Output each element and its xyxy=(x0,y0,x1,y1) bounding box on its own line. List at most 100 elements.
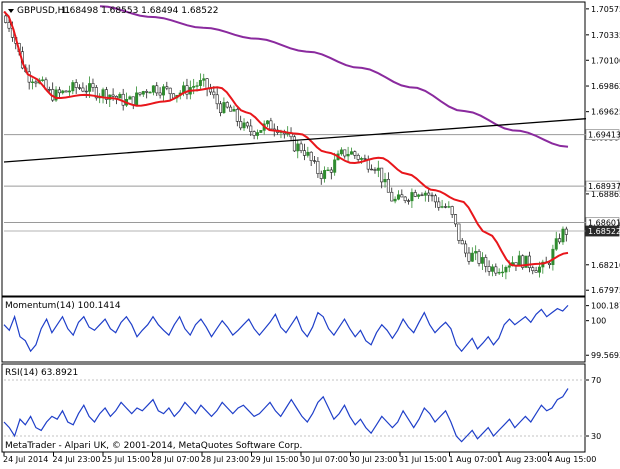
candle-body xyxy=(400,194,404,198)
candle-body xyxy=(386,178,390,193)
candle-body xyxy=(302,150,306,156)
candle-body xyxy=(393,198,397,202)
rsi-levels xyxy=(4,379,586,437)
candle-body xyxy=(517,255,521,266)
candle-body xyxy=(309,151,313,161)
current-price-box xyxy=(585,225,620,237)
candle-body xyxy=(396,194,400,200)
candle-body xyxy=(239,121,243,129)
candle-body xyxy=(430,194,434,197)
candle-body xyxy=(222,102,226,114)
candle-body xyxy=(467,252,471,262)
symbol-title: GBPUSD,H1 xyxy=(17,6,70,16)
candle-body xyxy=(363,158,367,160)
candle-body xyxy=(524,255,528,268)
candle-body xyxy=(427,192,431,196)
candle-body xyxy=(501,271,505,274)
candle-body xyxy=(306,151,310,156)
candle-body xyxy=(313,160,317,162)
candle-body xyxy=(370,168,374,171)
candle-body xyxy=(383,178,387,183)
candle-body xyxy=(360,158,364,160)
candle-body xyxy=(487,266,491,272)
candle-body xyxy=(245,122,249,127)
candle-body xyxy=(255,132,259,136)
candle-body xyxy=(504,266,508,273)
candle-body xyxy=(78,87,82,89)
candle-body xyxy=(88,83,92,92)
candle-body xyxy=(225,102,229,108)
candle-body xyxy=(31,81,35,83)
candle-body xyxy=(440,206,444,208)
candle-body xyxy=(34,81,38,84)
time-tick-label: 28 Jul 07:00 xyxy=(152,455,200,464)
price-tick-label: 1.68865 xyxy=(591,190,620,199)
candle-body xyxy=(474,251,478,254)
candle-body xyxy=(373,169,377,171)
momentum-tick-label: 99.5693 xyxy=(591,351,620,360)
ohlc-values: 1.68498 1.68553 1.68494 1.68522 xyxy=(61,6,218,16)
candle-body xyxy=(148,91,152,94)
candle-body xyxy=(326,169,330,172)
candle-body xyxy=(249,125,253,132)
price-tick-label: 1.69625 xyxy=(591,108,620,117)
candle-body xyxy=(161,86,165,96)
candle-body xyxy=(480,257,484,264)
time-tick-label: 4 Aug 15:00 xyxy=(548,455,597,464)
price-tick-label: 1.70100 xyxy=(591,56,620,65)
candle-body xyxy=(490,266,494,272)
candle-body xyxy=(27,71,31,83)
candle-body xyxy=(219,103,223,114)
candle-body xyxy=(84,90,88,93)
momentum-line xyxy=(3,304,569,353)
rsi-tick-label: 70 xyxy=(591,376,601,385)
candle-body xyxy=(299,143,303,151)
rsi-line xyxy=(3,388,569,443)
candle-body xyxy=(141,91,145,95)
candle-body xyxy=(67,90,71,93)
candle-body xyxy=(242,122,246,129)
candle-body xyxy=(403,196,407,201)
rsi-tick-label: 30 xyxy=(591,432,601,441)
level-label-box xyxy=(585,129,620,141)
level-label: 1.68601 xyxy=(588,218,620,227)
footer-copyright: MetaTrader - Alpari UK, © 2001-2014, Met… xyxy=(5,441,302,451)
candle-body xyxy=(252,131,256,136)
candle-body xyxy=(494,266,498,274)
candle-body xyxy=(155,85,159,94)
candle-body xyxy=(135,92,139,106)
candle-body xyxy=(437,201,441,208)
candle-body xyxy=(47,89,51,91)
current-price-label: 1.68522 xyxy=(588,227,620,236)
candle-body xyxy=(470,252,474,262)
time-tick-label: 30 Jul 07:00 xyxy=(300,455,348,464)
time-tick-label: 24 Jul 2014 xyxy=(3,455,48,464)
candle-body xyxy=(534,270,538,273)
candle-body xyxy=(101,89,105,97)
candle-body xyxy=(111,94,115,97)
candle-body xyxy=(390,191,394,202)
level-label: 1.69413 xyxy=(588,131,620,140)
dropdown-arrow-icon[interactable] xyxy=(8,9,14,13)
candle-body xyxy=(4,15,8,23)
candle-body xyxy=(339,149,343,155)
candle-body xyxy=(145,91,149,93)
candle-body xyxy=(269,120,273,130)
candle-body xyxy=(232,109,236,112)
candle-body xyxy=(81,87,85,92)
candle-body xyxy=(71,82,75,92)
candle-body xyxy=(7,22,11,29)
price-tick-label: 1.70575 xyxy=(591,5,620,14)
candle-body xyxy=(195,85,199,87)
candle-body xyxy=(507,265,511,268)
candle-body xyxy=(521,255,525,268)
candle-body xyxy=(551,248,555,266)
candle-body xyxy=(266,120,270,125)
price-tick-label: 1.69862 xyxy=(591,82,620,91)
candle-body xyxy=(410,192,414,202)
candle-body xyxy=(121,93,125,106)
chart-header: GBPUSD,H1 1.68498 1.68553 1.68494 1.6852… xyxy=(8,6,218,16)
level-label: 1.68937 xyxy=(588,182,620,191)
momentum-title: Momentum(14) 100.1414 xyxy=(5,301,121,311)
candle-body xyxy=(323,170,327,179)
